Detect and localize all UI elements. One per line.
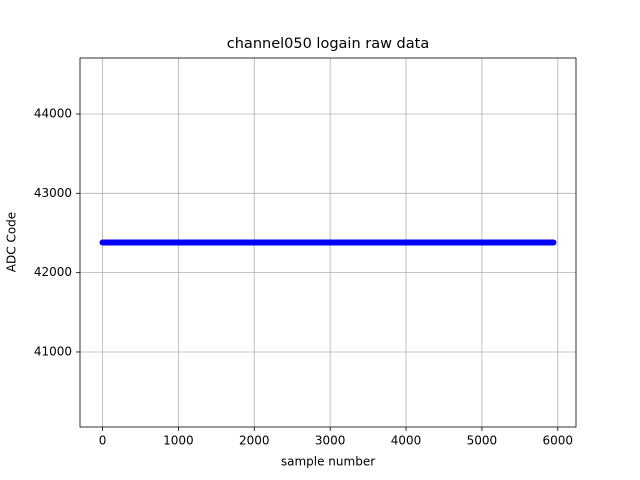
x-tick-label: 4000 xyxy=(391,434,422,448)
y-axis-label: ADC Code xyxy=(5,212,19,272)
chart-title: channel050 logain raw data xyxy=(227,36,429,52)
x-tick-label: 1000 xyxy=(163,434,194,448)
y-tick-label: 44000 xyxy=(34,107,72,121)
x-tick-label: 6000 xyxy=(543,434,574,448)
plot-frame xyxy=(79,57,577,428)
x-tick-label: 5000 xyxy=(467,434,498,448)
x-tick-label: 0 xyxy=(99,434,107,448)
y-tick-label: 41000 xyxy=(34,344,72,358)
x-tick-label: 2000 xyxy=(239,434,270,448)
x-tick-label: 3000 xyxy=(315,434,346,448)
y-tick-label: 43000 xyxy=(34,186,72,200)
y-tick-label: 42000 xyxy=(34,265,72,279)
x-axis-label: sample number xyxy=(281,455,375,469)
